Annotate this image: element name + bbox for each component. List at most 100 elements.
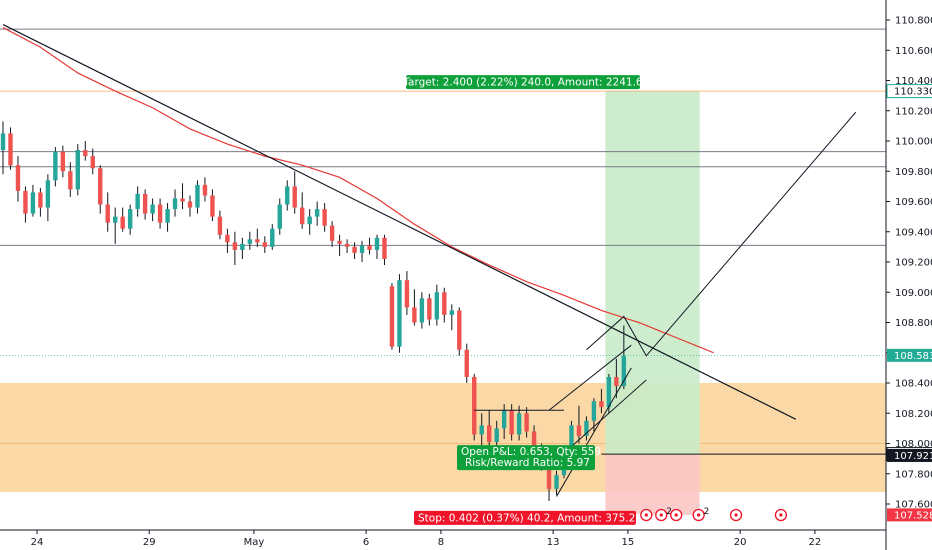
candle[interactable]: [382, 234, 387, 266]
candle[interactable]: [300, 192, 305, 229]
candle[interactable]: [150, 198, 155, 222]
candle[interactable]: [217, 210, 223, 240]
candle[interactable]: [457, 307, 462, 356]
candle[interactable]: [352, 242, 357, 259]
candle[interactable]: [479, 413, 484, 447]
candle[interactable]: [307, 209, 312, 235]
candle[interactable]: [202, 177, 208, 202]
candle[interactable]: [285, 180, 290, 211]
candle[interactable]: [90, 148, 95, 175]
candle[interactable]: [270, 224, 275, 250]
candle[interactable]: [419, 292, 425, 329]
candle[interactable]: [374, 234, 380, 259]
candle[interactable]: [322, 203, 327, 232]
position-labels-layer[interactable]: Target: 2.400 (2.22%) 240.0, Amount: 224…: [402, 75, 788, 525]
candle[interactable]: [442, 287, 447, 323]
price-badge[interactable]: 107.528: [887, 508, 932, 522]
candle[interactable]: [75, 144, 80, 196]
price-badge[interactable]: 107.921: [887, 448, 932, 462]
event-marker[interactable]: 2: [655, 507, 672, 522]
channel-line[interactable]: [548, 344, 632, 411]
channel-line[interactable]: [556, 367, 632, 497]
candle[interactable]: [412, 289, 417, 326]
candle[interactable]: [15, 156, 21, 202]
candle[interactable]: [120, 207, 125, 232]
candle[interactable]: [157, 198, 163, 229]
event-marker[interactable]: [729, 508, 743, 522]
candle-body: [314, 209, 320, 217]
target-label[interactable]: Target: 2.400 (2.22%) 240.0, Amount: 224…: [402, 77, 643, 89]
candle[interactable]: [359, 240, 365, 262]
candle[interactable]: [397, 274, 402, 353]
candle[interactable]: [68, 162, 73, 197]
candle[interactable]: [314, 201, 320, 226]
candle[interactable]: [449, 304, 454, 331]
candle[interactable]: [337, 234, 342, 256]
risk-reward-label[interactable]: Risk/Reward Ratio: 5.97: [465, 457, 590, 469]
candle[interactable]: [210, 189, 215, 222]
trend-line[interactable]: [2, 24, 797, 420]
candle[interactable]: [524, 407, 529, 438]
event-marker[interactable]: 2: [692, 507, 709, 522]
candle[interactable]: [142, 189, 148, 220]
candle[interactable]: [516, 405, 522, 441]
candle[interactable]: [60, 145, 66, 178]
channel-line[interactable]: [571, 379, 647, 447]
candle[interactable]: [277, 198, 282, 235]
event-marker[interactable]: [670, 508, 683, 522]
candle[interactable]: [344, 239, 350, 253]
candle[interactable]: [83, 141, 88, 161]
open-pnl-label[interactable]: Open P&L: 0.653, Qty: 559: [461, 446, 601, 458]
candle[interactable]: [591, 398, 597, 432]
candle[interactable]: [584, 416, 589, 441]
candle[interactable]: [464, 343, 469, 383]
candle[interactable]: [23, 186, 28, 223]
candle[interactable]: [30, 184, 36, 217]
candle[interactable]: [8, 127, 13, 170]
candle[interactable]: [135, 186, 140, 217]
candle[interactable]: [165, 203, 170, 232]
candle[interactable]: [329, 221, 335, 247]
stop-label[interactable]: Stop: 0.402 (0.37%) 40.2, Amount: 375.28: [418, 512, 642, 524]
projection-path[interactable]: [586, 111, 857, 357]
candle[interactable]: [621, 325, 627, 390]
candle[interactable]: [172, 189, 178, 217]
candle-body: [0, 133, 6, 151]
candle[interactable]: [45, 174, 51, 222]
candle[interactable]: [180, 183, 185, 210]
candle[interactable]: [434, 284, 440, 326]
candle[interactable]: [614, 358, 619, 399]
price-badge[interactable]: 108.583: [887, 348, 932, 362]
candle[interactable]: [232, 231, 238, 266]
candle[interactable]: [292, 171, 297, 214]
event-marker[interactable]: [640, 508, 653, 522]
candle[interactable]: [127, 204, 133, 235]
event-marker[interactable]: [774, 508, 788, 522]
candle[interactable]: [472, 373, 477, 441]
candle[interactable]: [187, 195, 193, 217]
candle[interactable]: [0, 121, 6, 175]
candle[interactable]: [38, 187, 43, 217]
candle[interactable]: [554, 470, 559, 495]
candles-layer[interactable]: [0, 121, 627, 501]
candle[interactable]: [255, 228, 260, 247]
candle[interactable]: [599, 389, 604, 414]
candle[interactable]: [113, 207, 118, 244]
candle[interactable]: [240, 237, 245, 259]
candle[interactable]: [195, 180, 200, 214]
candle[interactable]: [105, 192, 110, 232]
candle[interactable]: [247, 231, 253, 250]
candle[interactable]: [404, 271, 410, 315]
candle[interactable]: [576, 405, 582, 444]
price-badge[interactable]: 110.330: [886, 84, 932, 99]
candle[interactable]: [225, 228, 230, 253]
candle[interactable]: [427, 293, 432, 326]
candle[interactable]: [487, 410, 492, 447]
candle[interactable]: [98, 165, 103, 214]
candle[interactable]: [389, 283, 395, 350]
candle[interactable]: [367, 237, 372, 255]
candle[interactable]: [53, 147, 58, 187]
candle[interactable]: [262, 236, 267, 253]
